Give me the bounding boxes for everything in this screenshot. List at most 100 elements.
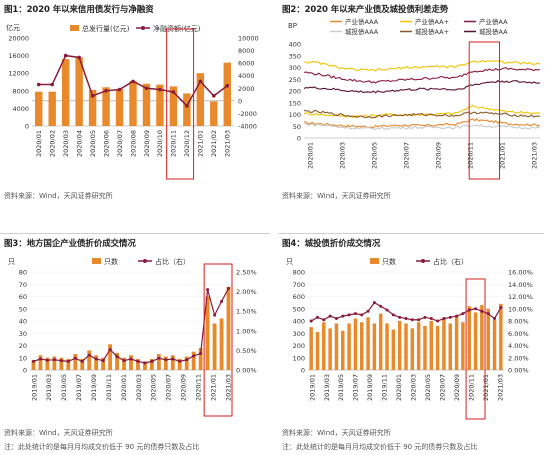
x-tick-label: 2019/01 [30, 374, 38, 401]
data-point [373, 301, 376, 304]
y-tick-label: 350 [289, 52, 301, 60]
y2-tick-label: 2.50% [236, 269, 257, 277]
data-point [449, 316, 452, 319]
fig1-chart: 亿元总发行量(亿元)净融资额(亿元)0400080001200016000200… [0, 16, 270, 187]
x-tick-label: 2019/01 [308, 374, 316, 401]
y-tick-label: 16000 [8, 52, 29, 60]
legend-label: 城投债AA [479, 27, 508, 36]
y2-tick-label: 8000 [238, 47, 255, 55]
y-tick-label: 10 [19, 354, 27, 362]
y2-tick-label: 1.00% [236, 327, 257, 335]
data-point [136, 360, 139, 363]
legend-label: 产业债AAA [345, 17, 379, 26]
x-tick-label: 2020/02 [49, 130, 57, 157]
y-unit-label: 只 [8, 258, 15, 266]
y2-tick-label: 8.00% [508, 318, 529, 326]
x-tick-label: 2020/07 [402, 142, 410, 169]
y2-tick-label: 0.00% [508, 367, 529, 375]
bar [449, 323, 452, 370]
data-point [37, 83, 41, 87]
x-tick-label: 2020/09 [143, 130, 151, 157]
bar [455, 316, 458, 370]
legend-swatch [370, 258, 379, 264]
bar [347, 323, 350, 370]
x-tick-label: 2021/01 [498, 142, 506, 169]
x-tick-label: 2019/09 [90, 374, 98, 401]
y2-tick-label: -2000 [238, 110, 257, 118]
y-tick-label: 250 [289, 76, 301, 84]
data-point [379, 305, 382, 308]
fig4-note: 注：此处统计的是每月月均成交价低于 90 元的债券只数及占比 [282, 442, 477, 452]
x-tick-label: 2019/07 [75, 374, 83, 401]
data-point [225, 84, 229, 88]
data-point [158, 88, 162, 92]
fig4-chart: 只只数占比（右）01002003004005006007008000.00%2.… [278, 252, 544, 420]
data-point [178, 360, 181, 363]
bar [411, 328, 414, 370]
data-point [185, 104, 189, 108]
data-point [81, 360, 84, 363]
data-point [386, 308, 389, 311]
data-point [116, 355, 119, 358]
x-tick-label: 2019/07 [352, 374, 360, 401]
data-point [74, 357, 77, 360]
bar [404, 323, 407, 370]
bar [354, 319, 357, 370]
y-tick-label: 400 [289, 41, 301, 49]
data-point [88, 354, 91, 357]
x-tick-label: 2021/01 [209, 374, 217, 401]
x-tick-label: 2021/03 [530, 142, 538, 169]
y-tick-label: 12000 [8, 70, 29, 78]
x-tick-label: 2019/11 [381, 374, 389, 401]
data-point [411, 318, 414, 321]
y-tick-label: 20 [19, 342, 27, 350]
x-tick-label: 2019/05 [337, 374, 345, 401]
bar [116, 89, 123, 126]
data-point [130, 358, 133, 361]
x-tick-label: 2021/03 [496, 374, 504, 401]
x-tick-label: 2020/05 [424, 374, 432, 401]
x-tick-label: 2020/10 [156, 130, 164, 157]
legend-label: 产业债AA+ [415, 17, 449, 26]
data-point [102, 359, 105, 362]
y-tick-label: 20000 [8, 35, 29, 43]
x-tick-label: 2020/09 [453, 374, 461, 401]
data-point [329, 315, 332, 318]
y2-tick-label: 4000 [238, 72, 255, 80]
y-tick-label: 800 [293, 269, 305, 277]
bar [442, 319, 445, 370]
x-tick-label: 2020/01 [35, 130, 43, 157]
series-line [304, 105, 540, 117]
divider [278, 233, 544, 234]
legend-label: 只数 [382, 257, 396, 266]
bar [322, 322, 325, 370]
x-tick-label: 2019/11 [105, 374, 113, 401]
series-line [304, 81, 540, 93]
bar [62, 59, 69, 126]
legend-marker [141, 26, 145, 30]
y-tick-label: 100 [289, 111, 301, 119]
y-tick-label: 300 [293, 330, 305, 338]
bar [385, 323, 388, 370]
y-tick-label: 200 [289, 88, 301, 96]
bar [75, 57, 82, 126]
data-point [436, 320, 439, 323]
y-tick-label: 0 [297, 135, 301, 143]
x-tick-label: 2020/07 [165, 374, 173, 401]
data-point [461, 312, 464, 315]
data-point [322, 318, 325, 321]
data-point [145, 86, 149, 90]
y2-tick-label: 6000 [238, 60, 255, 68]
data-point [67, 360, 70, 363]
bar [102, 87, 109, 126]
data-point [405, 317, 408, 320]
data-point [348, 313, 351, 316]
legend-label: 城投债AAA [345, 27, 379, 36]
data-point [199, 352, 202, 355]
fig3-source: 资料来源：Wind，天风证券研究所 [4, 428, 113, 438]
y-tick-label: 40 [19, 318, 27, 326]
data-point [131, 80, 135, 84]
bar [94, 355, 98, 370]
data-point [341, 315, 344, 318]
data-point [199, 80, 203, 84]
